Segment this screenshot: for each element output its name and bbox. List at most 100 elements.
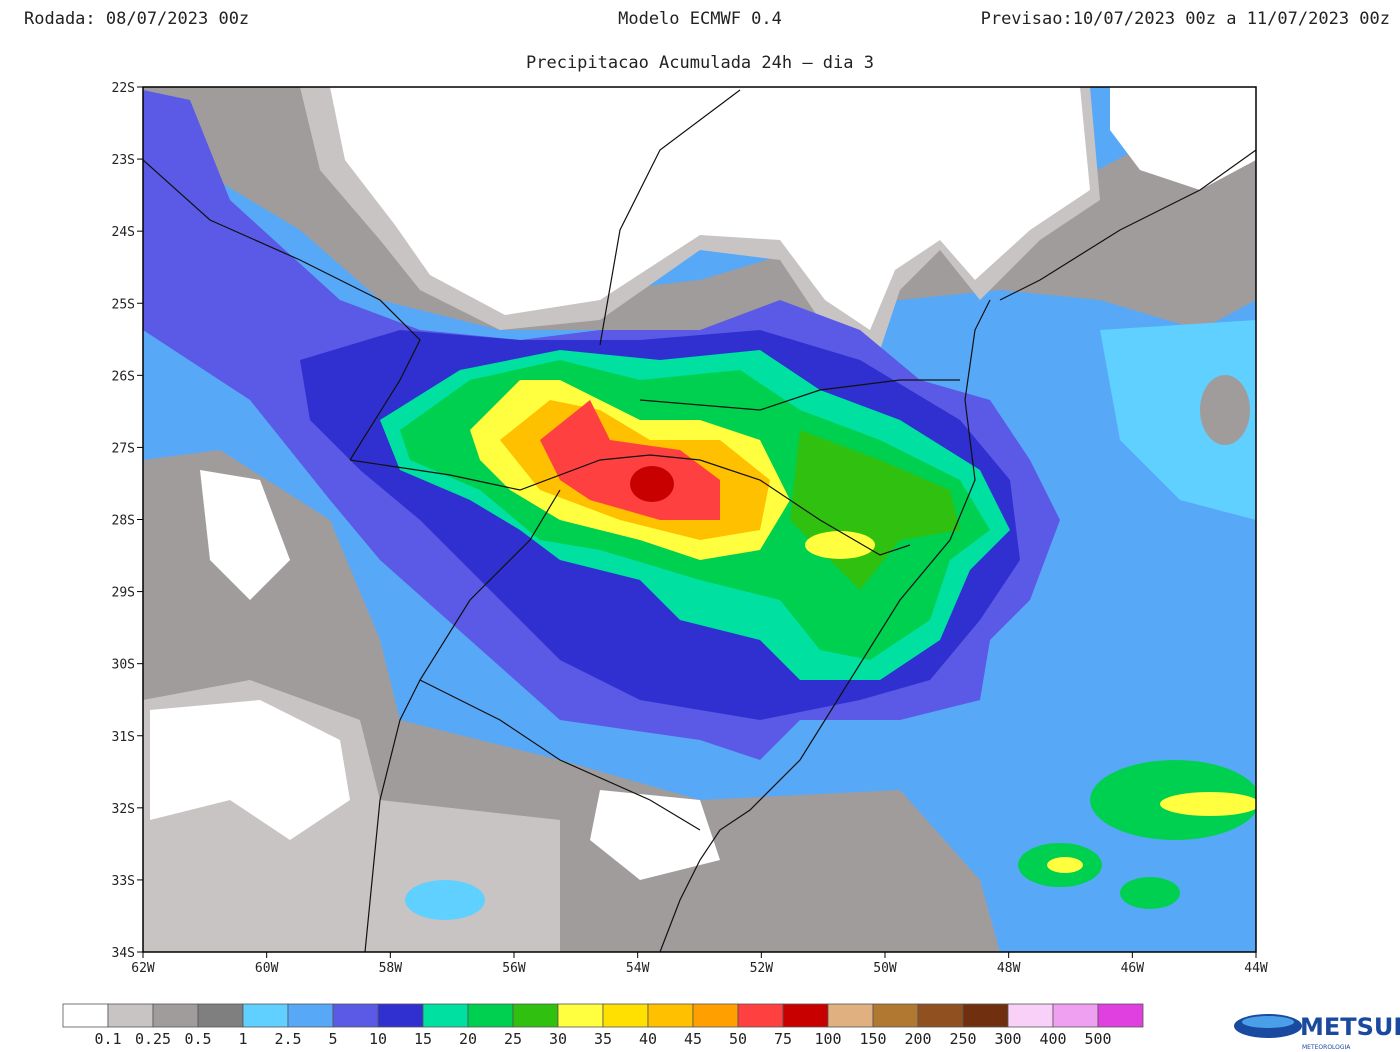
logo-globe-highlight — [1242, 1016, 1294, 1028]
legend-swatch — [152, 1003, 199, 1028]
field-patch — [1120, 877, 1180, 909]
legend-label: 100 — [814, 1030, 841, 1048]
model-label: Modelo ECMWF 0.4 — [618, 9, 782, 29]
coastline — [659, 299, 991, 952]
lat-label: 30S — [112, 658, 135, 673]
border — [639, 379, 960, 411]
precip-field — [143, 87, 1256, 952]
field-dry-patch — [200, 470, 290, 600]
border — [143, 159, 421, 461]
field-patch — [405, 880, 485, 920]
legend-label: 300 — [994, 1030, 1021, 1048]
legend-label: 20 — [459, 1030, 477, 1048]
legend-swatch — [872, 1003, 919, 1028]
lat-label: 25S — [112, 297, 135, 312]
legend-label: 35 — [594, 1030, 612, 1048]
field-patch — [805, 531, 875, 559]
forecast-label: Previsao:10/07/2023 00z a 11/07/2023 00z — [981, 9, 1390, 29]
legend-swatch — [332, 1003, 379, 1028]
lon-label: 54W — [626, 961, 650, 976]
lat-label: 32S — [112, 802, 135, 817]
field-core-max — [630, 466, 674, 502]
legend-label: 0.5 — [184, 1030, 211, 1048]
lon-label: 46W — [1121, 961, 1145, 976]
border — [349, 454, 911, 556]
legend-swatch — [242, 1003, 289, 1028]
lat-label: 28S — [112, 514, 135, 529]
field-dry-northeast — [1110, 87, 1256, 190]
border — [599, 89, 741, 346]
legend-swatch — [962, 1003, 1009, 1028]
legend-label: 200 — [904, 1030, 931, 1048]
run-label: Rodada: 08/07/2023 00z — [24, 9, 249, 29]
legend-swatch — [287, 1003, 334, 1028]
legend-swatch — [512, 1003, 559, 1028]
legend-swatch — [1097, 1003, 1144, 1028]
legend-label: 1 — [238, 1030, 247, 1048]
field-patch — [1160, 792, 1256, 816]
logo: METSUL METEOROLOGIA — [1234, 1013, 1400, 1051]
legend-swatch — [467, 1003, 514, 1028]
legend-label: 75 — [774, 1030, 792, 1048]
field-core-red — [540, 400, 720, 520]
lon-label: 50W — [873, 961, 897, 976]
subtitle: Precipitacao Acumulada 24h – dia 3 — [526, 53, 874, 73]
coastline — [999, 149, 1256, 301]
lat-label: 31S — [112, 730, 135, 745]
legend-label: 25 — [504, 1030, 522, 1048]
legend-swatch — [827, 1003, 874, 1028]
legend-swatch — [422, 1003, 469, 1028]
legend-label: 0.25 — [135, 1030, 171, 1048]
field-patch — [1100, 320, 1256, 520]
field-dry-patch — [590, 790, 720, 880]
logo-tagline: METEOROLOGIA — [1302, 1044, 1351, 1051]
legend: 0.1 0.25 0.5 1 2.5 5 10 15 20 25 30 35 40 45 50 75 100 15… — [62, 1003, 1144, 1048]
field-patch — [1200, 375, 1250, 445]
lat-label: 22S — [112, 81, 135, 96]
lat-label: 24S — [112, 225, 135, 240]
legend-swatch — [377, 1003, 424, 1028]
lon-label: 56W — [502, 961, 526, 976]
legend-swatch — [647, 1003, 694, 1028]
legend-swatch — [737, 1003, 784, 1028]
legend-swatch — [62, 1003, 109, 1028]
legend-swatch — [602, 1003, 649, 1028]
legend-swatch — [917, 1003, 964, 1028]
legend-label: 30 — [549, 1030, 567, 1048]
lat-label: 29S — [112, 586, 135, 601]
legend-swatch — [557, 1003, 604, 1028]
legend-label: 15 — [414, 1030, 432, 1048]
logo-name: METSUL — [1300, 1013, 1400, 1041]
lat-label: 23S — [112, 153, 135, 168]
field-dry-patch — [150, 700, 350, 840]
legend-label: 400 — [1039, 1030, 1066, 1048]
lat-label: 34S — [112, 946, 135, 961]
field-patch — [1047, 857, 1083, 873]
lat-label: 27S — [112, 441, 135, 456]
lon-label: 62W — [131, 961, 155, 976]
legend-swatch — [107, 1003, 154, 1028]
lon-label: 60W — [255, 961, 279, 976]
legend-swatch — [1052, 1003, 1099, 1028]
lon-label: 58W — [379, 961, 403, 976]
legend-label: 50 — [729, 1030, 747, 1048]
legend-label: 250 — [949, 1030, 976, 1048]
lon-label: 52W — [750, 961, 774, 976]
legend-label: 150 — [859, 1030, 886, 1048]
legend-swatch — [692, 1003, 739, 1028]
lon-label: 48W — [997, 961, 1021, 976]
legend-label: 2.5 — [274, 1030, 301, 1048]
lon-label: 44W — [1244, 961, 1268, 976]
legend-swatch — [782, 1003, 829, 1028]
lat-label: 26S — [112, 369, 135, 384]
legend-label: 10 — [369, 1030, 387, 1048]
lat-label: 33S — [112, 874, 135, 889]
border — [419, 679, 701, 831]
legend-label: 500 — [1084, 1030, 1111, 1048]
legend-swatch — [197, 1003, 244, 1028]
legend-label: 5 — [328, 1030, 337, 1048]
legend-label: 45 — [684, 1030, 702, 1048]
legend-label: 0.1 — [94, 1030, 121, 1048]
